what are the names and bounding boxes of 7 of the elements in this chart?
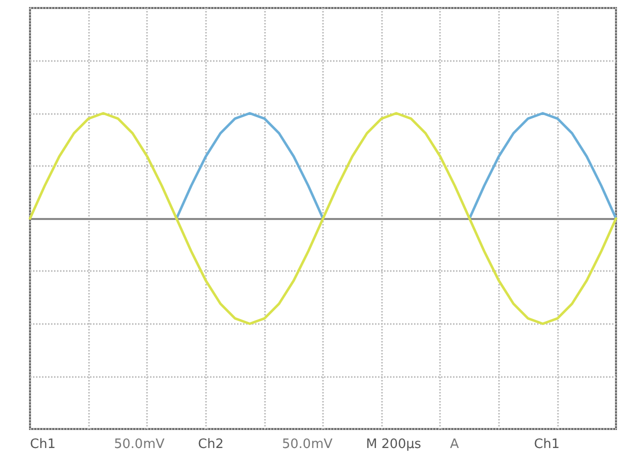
text: Ch1 xyxy=(30,437,56,452)
text: 50.0mV xyxy=(114,437,165,452)
text: Ch2 xyxy=(198,437,224,452)
text: M 200µs xyxy=(366,437,422,452)
text: Ch1 xyxy=(534,437,560,452)
text: 50.0mV xyxy=(282,437,333,452)
text: A xyxy=(450,437,459,452)
